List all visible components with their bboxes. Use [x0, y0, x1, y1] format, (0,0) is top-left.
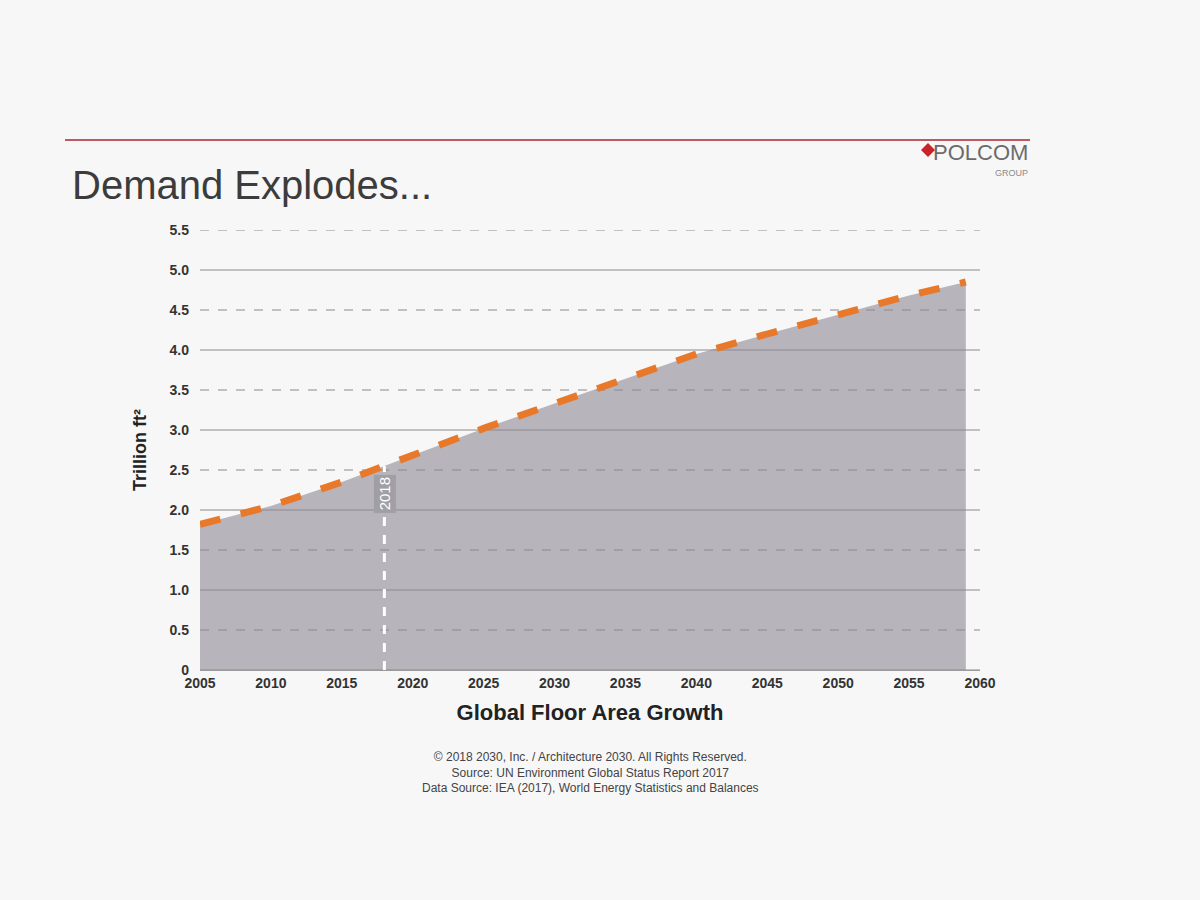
svg-text:2040: 2040: [681, 675, 712, 691]
svg-text:2030: 2030: [539, 675, 570, 691]
svg-text:Trillion ft²: Trillion ft²: [130, 409, 150, 491]
svg-text:2025: 2025: [468, 675, 499, 691]
svg-text:2045: 2045: [752, 675, 783, 691]
svg-text:0.5: 0.5: [170, 622, 190, 638]
svg-text:4.0: 4.0: [170, 342, 190, 358]
svg-text:© 2018 2030, Inc. / Architectu: © 2018 2030, Inc. / Architecture 2030. A…: [422, 750, 759, 795]
svg-text:3.0: 3.0: [170, 422, 190, 438]
svg-text:2.0: 2.0: [170, 502, 190, 518]
svg-text:2020: 2020: [397, 675, 428, 691]
svg-text:GROUP: GROUP: [995, 168, 1028, 178]
svg-text:2018: 2018: [376, 477, 393, 510]
svg-text:0: 0: [181, 662, 189, 678]
svg-text:2010: 2010: [255, 675, 286, 691]
svg-text:3.5: 3.5: [170, 382, 190, 398]
svg-text:4.5: 4.5: [170, 302, 190, 318]
svg-text:POLCOM: POLCOM: [933, 140, 1028, 165]
svg-text:1.5: 1.5: [170, 542, 190, 558]
svg-text:2.5: 2.5: [170, 462, 190, 478]
svg-text:2035: 2035: [610, 675, 641, 691]
svg-text:1.0: 1.0: [170, 582, 190, 598]
svg-text:2060: 2060: [964, 675, 995, 691]
svg-text:Global Floor Area Growth: Global Floor Area Growth: [457, 700, 724, 725]
svg-text:2055: 2055: [894, 675, 925, 691]
svg-text:2050: 2050: [823, 675, 854, 691]
svg-text:5.5: 5.5: [170, 222, 190, 238]
svg-text:Demand Explodes...: Demand Explodes...: [72, 163, 432, 207]
svg-text:2015: 2015: [326, 675, 357, 691]
svg-text:2005: 2005: [184, 675, 215, 691]
svg-text:5.0: 5.0: [170, 262, 190, 278]
